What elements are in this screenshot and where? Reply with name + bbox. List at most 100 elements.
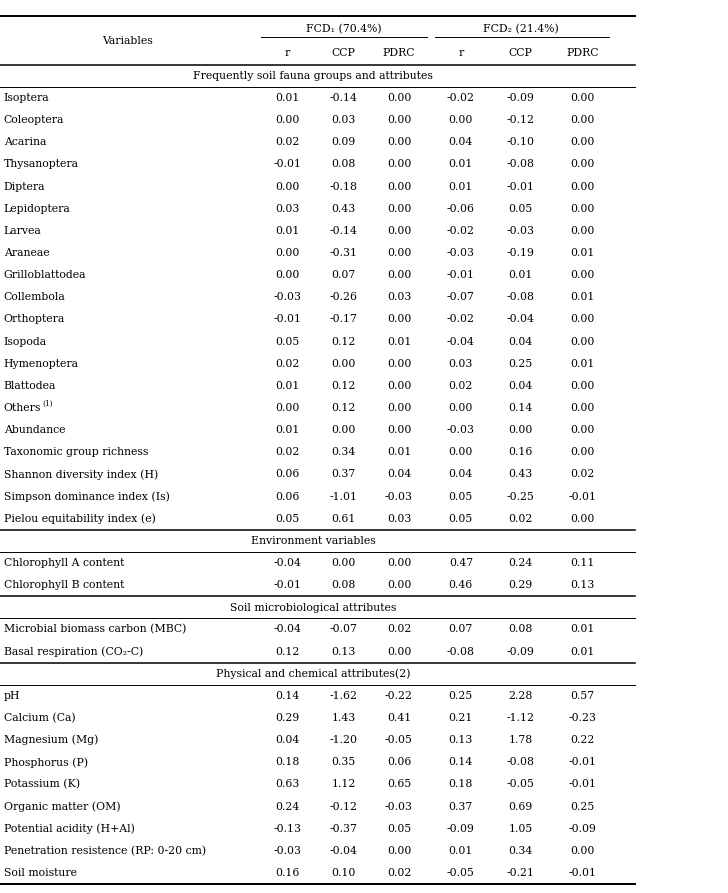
Text: 0.01: 0.01: [448, 846, 473, 855]
Text: 0.01: 0.01: [570, 647, 595, 656]
Text: Penetration resistence (RP: 0-20 cm): Penetration resistence (RP: 0-20 cm): [4, 846, 206, 856]
Text: 0.01: 0.01: [448, 181, 473, 192]
Text: -0.06: -0.06: [447, 204, 475, 213]
Text: (1): (1): [42, 400, 53, 408]
Text: 0.25: 0.25: [448, 691, 473, 701]
Text: -0.03: -0.03: [507, 226, 534, 236]
Text: -0.08: -0.08: [507, 757, 534, 767]
Text: 0.00: 0.00: [387, 580, 411, 590]
Text: 0.00: 0.00: [448, 447, 473, 457]
Text: FCD₂ (21.4%): FCD₂ (21.4%): [483, 24, 559, 35]
Text: 0.00: 0.00: [570, 337, 595, 346]
Text: -0.08: -0.08: [507, 160, 534, 170]
Text: Isoptera: Isoptera: [4, 93, 50, 103]
Text: Shannon diversity index (H): Shannon diversity index (H): [4, 469, 158, 480]
Text: Soil microbiological attributes: Soil microbiological attributes: [230, 603, 396, 613]
Text: Diptera: Diptera: [4, 181, 45, 192]
Text: Lepidoptera: Lepidoptera: [4, 204, 71, 213]
Text: 0.07: 0.07: [448, 624, 473, 634]
Text: Frequently soil fauna groups and attributes: Frequently soil fauna groups and attribu…: [193, 71, 433, 81]
Text: 0.01: 0.01: [275, 93, 300, 103]
Text: -0.04: -0.04: [330, 846, 357, 855]
Text: -0.04: -0.04: [507, 314, 534, 324]
Text: -0.03: -0.03: [447, 425, 475, 435]
Text: 0.00: 0.00: [570, 425, 595, 435]
Text: Others: Others: [4, 403, 41, 413]
Text: 0.00: 0.00: [570, 513, 595, 523]
Text: 0.00: 0.00: [570, 314, 595, 324]
Text: Araneae: Araneae: [4, 248, 50, 258]
Text: 0.02: 0.02: [508, 513, 533, 523]
Text: 0.02: 0.02: [387, 868, 411, 878]
Text: 0.43: 0.43: [331, 204, 356, 213]
Text: Calcium (Ca): Calcium (Ca): [4, 713, 75, 723]
Text: Soil moisture: Soil moisture: [4, 868, 76, 878]
Text: 0.13: 0.13: [570, 580, 595, 590]
Text: 0.00: 0.00: [275, 181, 300, 192]
Text: -0.10: -0.10: [507, 138, 534, 147]
Text: -0.04: -0.04: [274, 558, 301, 568]
Text: 0.01: 0.01: [508, 271, 533, 280]
Text: pH: pH: [4, 691, 20, 701]
Text: -0.25: -0.25: [507, 491, 534, 502]
Text: Physical and chemical attributes(2): Physical and chemical attributes(2): [215, 669, 411, 680]
Text: -0.01: -0.01: [274, 160, 301, 170]
Text: 0.24: 0.24: [275, 802, 300, 812]
Text: 0.00: 0.00: [570, 380, 595, 391]
Text: 1.43: 1.43: [331, 713, 356, 723]
Text: 0.00: 0.00: [387, 115, 411, 125]
Text: 0.02: 0.02: [275, 359, 300, 369]
Text: Phosphorus (P): Phosphorus (P): [4, 757, 88, 768]
Text: 0.14: 0.14: [508, 403, 533, 413]
Text: -0.05: -0.05: [507, 780, 534, 789]
Text: 0.06: 0.06: [275, 470, 300, 480]
Text: 0.16: 0.16: [275, 868, 300, 878]
Text: 0.00: 0.00: [387, 271, 411, 280]
Text: Environment variables: Environment variables: [250, 537, 376, 547]
Text: 0.21: 0.21: [448, 713, 473, 723]
Text: 0.00: 0.00: [570, 403, 595, 413]
Text: Acarina: Acarina: [4, 138, 46, 147]
Text: -0.03: -0.03: [274, 292, 301, 303]
Text: Orthoptera: Orthoptera: [4, 314, 65, 324]
Text: -0.02: -0.02: [447, 93, 475, 103]
Text: Organic matter (OM): Organic matter (OM): [4, 801, 120, 812]
Text: -0.02: -0.02: [447, 314, 475, 324]
Text: 0.00: 0.00: [387, 380, 411, 391]
Text: 0.01: 0.01: [387, 337, 411, 346]
Text: -0.01: -0.01: [507, 181, 534, 192]
Text: 0.00: 0.00: [570, 160, 595, 170]
Text: 0.00: 0.00: [387, 314, 411, 324]
Text: -0.04: -0.04: [274, 624, 301, 634]
Text: 0.00: 0.00: [387, 226, 411, 236]
Text: 0.00: 0.00: [387, 403, 411, 413]
Text: 0.34: 0.34: [331, 447, 356, 457]
Text: Grilloblattodea: Grilloblattodea: [4, 271, 86, 280]
Text: 0.00: 0.00: [387, 425, 411, 435]
Text: 0.13: 0.13: [448, 735, 473, 745]
Text: 0.03: 0.03: [387, 292, 411, 303]
Text: 0.00: 0.00: [387, 181, 411, 192]
Text: -0.23: -0.23: [569, 713, 596, 723]
Text: -0.03: -0.03: [447, 248, 475, 258]
Text: 0.61: 0.61: [331, 513, 356, 523]
Text: 0.03: 0.03: [448, 359, 473, 369]
Text: Thysanoptera: Thysanoptera: [4, 160, 79, 170]
Text: 0.14: 0.14: [448, 757, 473, 767]
Text: 0.63: 0.63: [275, 780, 300, 789]
Text: 0.01: 0.01: [570, 248, 595, 258]
Text: -0.03: -0.03: [385, 491, 413, 502]
Text: -0.01: -0.01: [274, 580, 301, 590]
Text: 0.05: 0.05: [448, 513, 473, 523]
Text: 0.00: 0.00: [331, 425, 356, 435]
Text: 0.65: 0.65: [387, 780, 411, 789]
Text: 0.00: 0.00: [570, 93, 595, 103]
Text: 0.00: 0.00: [387, 647, 411, 656]
Text: Microbial biomass carbon (MBC): Microbial biomass carbon (MBC): [4, 624, 186, 635]
Text: -1.12: -1.12: [507, 713, 534, 723]
Text: 0.04: 0.04: [448, 470, 473, 480]
Text: 0.01: 0.01: [275, 226, 300, 236]
Text: 0.41: 0.41: [387, 713, 411, 723]
Text: 0.16: 0.16: [508, 447, 533, 457]
Text: 0.00: 0.00: [387, 846, 411, 855]
